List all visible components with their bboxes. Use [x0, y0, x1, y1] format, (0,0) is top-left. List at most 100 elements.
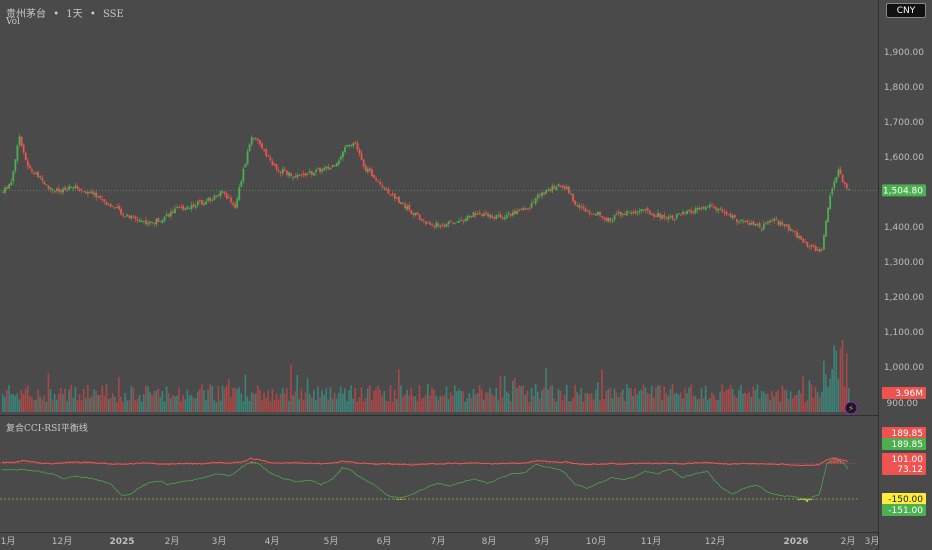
candle: [217, 194, 220, 196]
volume-bar: [335, 398, 338, 412]
candle: [536, 194, 539, 199]
volume-bar: [789, 391, 792, 412]
pane-separator: [0, 532, 878, 533]
volume-bar: [240, 393, 243, 412]
volume-label: Vol: [6, 17, 20, 27]
candle: [420, 218, 423, 221]
volume-bar: [169, 397, 172, 412]
price-tick-label: 1,100.00: [884, 328, 924, 338]
candle: [690, 210, 693, 213]
volume-bar: [462, 391, 464, 412]
candle: [615, 213, 618, 215]
candle: [142, 220, 145, 222]
volume-bar: [290, 364, 292, 412]
candle: [456, 221, 458, 223]
volume-bar: [398, 369, 400, 412]
candle: [97, 196, 100, 198]
candle: [576, 205, 579, 207]
volume-bar: [514, 378, 516, 412]
volume-bar: [667, 395, 670, 412]
candle: [387, 189, 390, 194]
candle: [371, 169, 373, 177]
candle: [791, 229, 794, 231]
volume-bar: [153, 390, 155, 412]
volume-bar: [201, 384, 203, 412]
volume-bar: [626, 384, 628, 412]
volume-bar: [416, 400, 419, 412]
candle: [568, 186, 570, 194]
volume-bar: [719, 391, 721, 412]
candle: [76, 186, 79, 189]
volume-bar: [269, 401, 272, 412]
currency-button[interactable]: CNY: [886, 3, 926, 18]
volume-bar: [599, 399, 601, 412]
candle: [775, 218, 778, 220]
candle: [410, 210, 413, 214]
volume-bar: [702, 397, 705, 412]
candle: [126, 214, 129, 216]
candle: [636, 211, 639, 213]
candle: [588, 211, 591, 214]
candle: [269, 157, 272, 160]
volume-bar: [727, 389, 730, 412]
time-tick-label: 6月: [377, 536, 392, 547]
volume-bar: [528, 401, 531, 412]
candle: [201, 200, 203, 205]
volume-bar: [688, 387, 690, 412]
volume-bar: [223, 388, 226, 412]
candle: [590, 213, 593, 215]
volume-bar: [352, 398, 354, 412]
volume-bar: [261, 400, 263, 412]
volume-bar: [673, 393, 676, 412]
volume-bar: [33, 400, 35, 412]
interval-label: 1天: [66, 9, 83, 20]
candle: [497, 215, 500, 217]
volume-bar: [808, 380, 811, 412]
cci-hist-bar: [800, 499, 802, 500]
volume-bar: [84, 397, 87, 412]
candle: [418, 214, 421, 220]
candle: [495, 215, 498, 220]
candle: [632, 212, 635, 214]
candle: [574, 200, 577, 205]
volume-bar: [468, 392, 471, 412]
candle: [829, 195, 832, 210]
volume-bar: [172, 395, 174, 412]
volume-bar: [333, 392, 336, 412]
candle: [843, 182, 846, 184]
cci-hist-bar: [804, 499, 806, 501]
candle: [169, 211, 172, 217]
axis-separator: [878, 0, 879, 550]
candle: [526, 208, 529, 210]
candle: [594, 214, 597, 216]
volume-bar: [111, 393, 114, 412]
volume-bar: [750, 396, 753, 412]
candle: [20, 136, 23, 146]
candle: [565, 186, 568, 190]
candle: [545, 190, 548, 194]
volume-bar: [99, 395, 102, 412]
volume-bar: [39, 396, 41, 412]
volume-bar: [431, 387, 433, 412]
volume-bar: [611, 398, 614, 412]
volume-bar: [621, 389, 624, 412]
candle: [24, 152, 27, 160]
candle: [816, 249, 819, 251]
candle: [437, 223, 440, 227]
candle: [219, 190, 222, 197]
volume-bar: [6, 389, 8, 412]
symbol-name: 贵州茅台: [6, 9, 46, 20]
candle: [686, 211, 689, 215]
candle: [172, 211, 174, 213]
volume-bar: [586, 392, 589, 412]
price-tick-label: 1,300.00: [884, 258, 924, 268]
time-tick-label: 2月: [165, 536, 180, 547]
indicator-value-tag-bg: [882, 427, 926, 439]
candle: [167, 213, 170, 217]
volume-bar: [93, 389, 95, 412]
candle: [325, 166, 328, 169]
volume-bar: [308, 393, 311, 412]
volume-bar: [14, 395, 17, 412]
volume-bar: [283, 393, 286, 412]
candle: [196, 201, 199, 206]
